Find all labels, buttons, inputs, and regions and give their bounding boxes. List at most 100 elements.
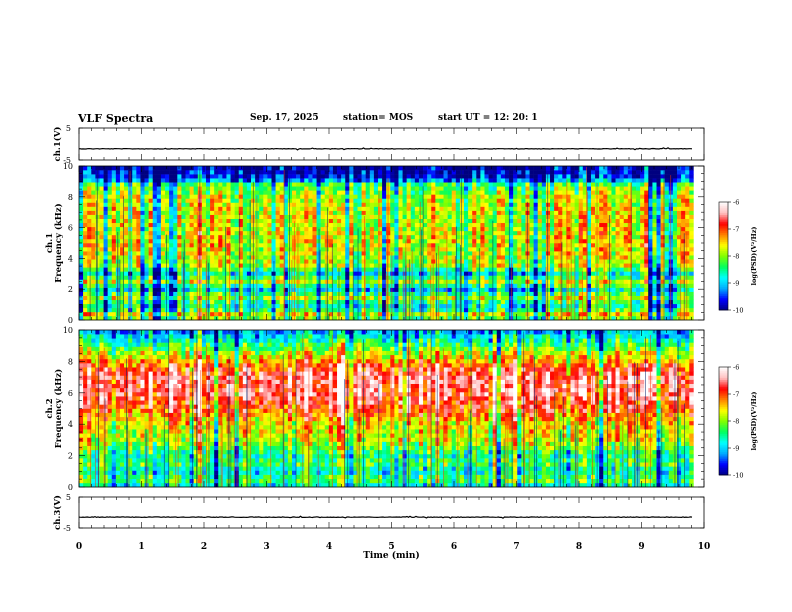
ch1-spectrogram-cell bbox=[140, 307, 145, 313]
ch1-spectrogram-cell bbox=[451, 210, 457, 215]
ch1-spectrogram-cell bbox=[214, 263, 219, 268]
ch1-spectrogram-cell bbox=[590, 198, 596, 203]
ch1-spectrogram-cell bbox=[226, 307, 231, 313]
ch1-spectrogram-cell bbox=[230, 226, 235, 232]
ch1-spectrogram-cell bbox=[275, 255, 280, 260]
ch1-spectrogram-cell bbox=[156, 210, 162, 215]
ch1-spectrogram-cell bbox=[308, 247, 313, 252]
ch1-spectrogram-cell bbox=[517, 275, 522, 280]
ch1-spectrogram-cell bbox=[603, 251, 608, 256]
ch1-spectrogram-cell bbox=[263, 291, 268, 296]
ch1-spectrogram-cell bbox=[521, 218, 526, 224]
ch1-spectrogram-cell bbox=[242, 222, 248, 228]
ch1-spectrogram-cell bbox=[517, 315, 522, 321]
ch1-spectrogram-cell bbox=[316, 170, 321, 175]
ch1-spectrogram-cell bbox=[103, 230, 108, 236]
ch1-spectrogram-cell bbox=[181, 182, 186, 187]
ch1-spectrogram-cell bbox=[345, 202, 350, 207]
ch1-spectrogram-cell bbox=[242, 271, 248, 276]
ch1-spectrogram-cell bbox=[324, 238, 330, 244]
ch1-spectrogram-cell bbox=[443, 291, 448, 296]
ch1-spectrogram-cell bbox=[148, 182, 154, 187]
ch1-spectrogram-cell bbox=[140, 255, 145, 260]
ch1-spectrogram-cell bbox=[341, 279, 346, 284]
ch1-spectrogram-cell bbox=[500, 234, 506, 240]
ch1-spectrogram-cell bbox=[369, 222, 375, 228]
ch1-spectrogram-cell bbox=[472, 311, 477, 317]
ch1-spectrogram-cell bbox=[402, 247, 407, 252]
ch1-spectrogram-cell bbox=[558, 190, 563, 195]
ch1-spectrogram-cell bbox=[378, 271, 383, 276]
ch1-spectrogram-cell bbox=[451, 287, 457, 292]
ch1-spectrogram-cell bbox=[296, 166, 301, 171]
ch1-spectrogram-cell bbox=[472, 230, 477, 236]
ch1-spectrogram-cell bbox=[517, 271, 522, 276]
ch1-spectrogram-cell bbox=[332, 230, 338, 236]
ch1-spectrogram-cell bbox=[451, 295, 457, 301]
ch1-spectrogram-cell bbox=[185, 255, 190, 260]
ch1-spectrogram-cell bbox=[226, 186, 231, 191]
ch1-spectrogram-cell bbox=[91, 287, 96, 292]
ch1-spectrogram-cell bbox=[124, 287, 129, 292]
ch1-spectrogram-cell bbox=[185, 226, 190, 232]
ch1-spectrogram-cell bbox=[570, 182, 575, 187]
ch1-spectrogram-cell bbox=[464, 238, 469, 244]
ch1-spectrogram-cell bbox=[259, 190, 264, 195]
ch1-spectrogram-cell bbox=[132, 287, 137, 292]
ch1-spectrogram-cell bbox=[427, 315, 432, 321]
ch1-spectrogram-cell bbox=[578, 287, 584, 292]
ch1-spectrogram-cell bbox=[373, 202, 379, 207]
ch1-spectrogram-cell bbox=[83, 202, 88, 207]
ch1-spectrogram-cell bbox=[193, 214, 199, 219]
ch1-spectrogram-cell bbox=[513, 170, 518, 175]
ch1-spectrogram-cell bbox=[263, 267, 268, 272]
ch1-spectrogram-cell bbox=[590, 271, 596, 276]
ch1-spectrogram-cell bbox=[390, 283, 395, 288]
ch1-spectrogram-cell bbox=[246, 263, 252, 268]
ch1-spectrogram-cell bbox=[79, 311, 84, 317]
ch1-spectrogram-cell bbox=[550, 198, 555, 203]
ch1-spectrogram-cell bbox=[152, 287, 158, 292]
ch1-spectrogram-cell bbox=[316, 210, 321, 215]
ch1-spectrogram-cell bbox=[365, 230, 371, 236]
ch1-spectrogram-cell bbox=[550, 243, 555, 248]
ch1-spectrogram-cell bbox=[418, 307, 424, 313]
ch1-spectrogram-cell bbox=[574, 222, 579, 228]
ch1-spectrogram-cell bbox=[443, 210, 448, 215]
ch1-spectrogram-cell bbox=[443, 275, 448, 280]
ch1-spectrogram-cell bbox=[586, 295, 592, 301]
ch1-spectrogram-cell bbox=[148, 166, 154, 171]
ch1-spectrogram-cell bbox=[185, 263, 190, 268]
ch1-spectrogram-cell bbox=[574, 303, 579, 309]
ch1-spectrogram-cell bbox=[529, 206, 534, 211]
ch1-spectrogram-cell bbox=[488, 226, 493, 232]
ch1-spectrogram-cell bbox=[464, 174, 469, 179]
ch1-spectrogram-cell bbox=[599, 267, 604, 272]
ch1-spectrogram-cell bbox=[308, 234, 313, 240]
ch1-spectrogram-cell bbox=[222, 218, 227, 224]
ch1-spectrogram-cell bbox=[238, 255, 244, 260]
ch1-spectrogram-cell bbox=[451, 186, 457, 191]
ch1-spectrogram-cell bbox=[91, 307, 96, 313]
ch1-spectrogram-cell bbox=[246, 218, 252, 224]
ch1-spectrogram-cell bbox=[177, 299, 182, 305]
ch1-spectrogram-cell bbox=[304, 174, 309, 179]
ch1-spectrogram-cell bbox=[451, 178, 457, 183]
ch1-spectrogram-cell bbox=[218, 271, 223, 276]
ch1-spectrogram-cell bbox=[509, 218, 514, 224]
ch1-spectrogram-cell bbox=[259, 299, 264, 305]
ch1-spectrogram-cell bbox=[349, 247, 354, 252]
ch1-spectrogram-cell bbox=[144, 303, 149, 309]
ch1-spectrogram-cell bbox=[189, 210, 194, 215]
ch1-spectrogram-cell bbox=[357, 247, 362, 252]
ch1-spectrogram-cell bbox=[394, 299, 399, 305]
ch1-spectrogram-cell bbox=[500, 226, 506, 232]
ch1-spectrogram-cell bbox=[361, 303, 367, 309]
ch1-spectrogram-cell bbox=[365, 271, 371, 276]
ch1-spectrogram-cell bbox=[398, 226, 403, 232]
ch1-spectrogram-cell bbox=[320, 287, 326, 292]
ch1-spectrogram-cell bbox=[455, 247, 461, 252]
ch1-spectrogram-cell bbox=[464, 214, 469, 219]
ch1-spectrogram-cell bbox=[341, 295, 346, 301]
ch1-spectrogram-cell bbox=[517, 178, 522, 183]
